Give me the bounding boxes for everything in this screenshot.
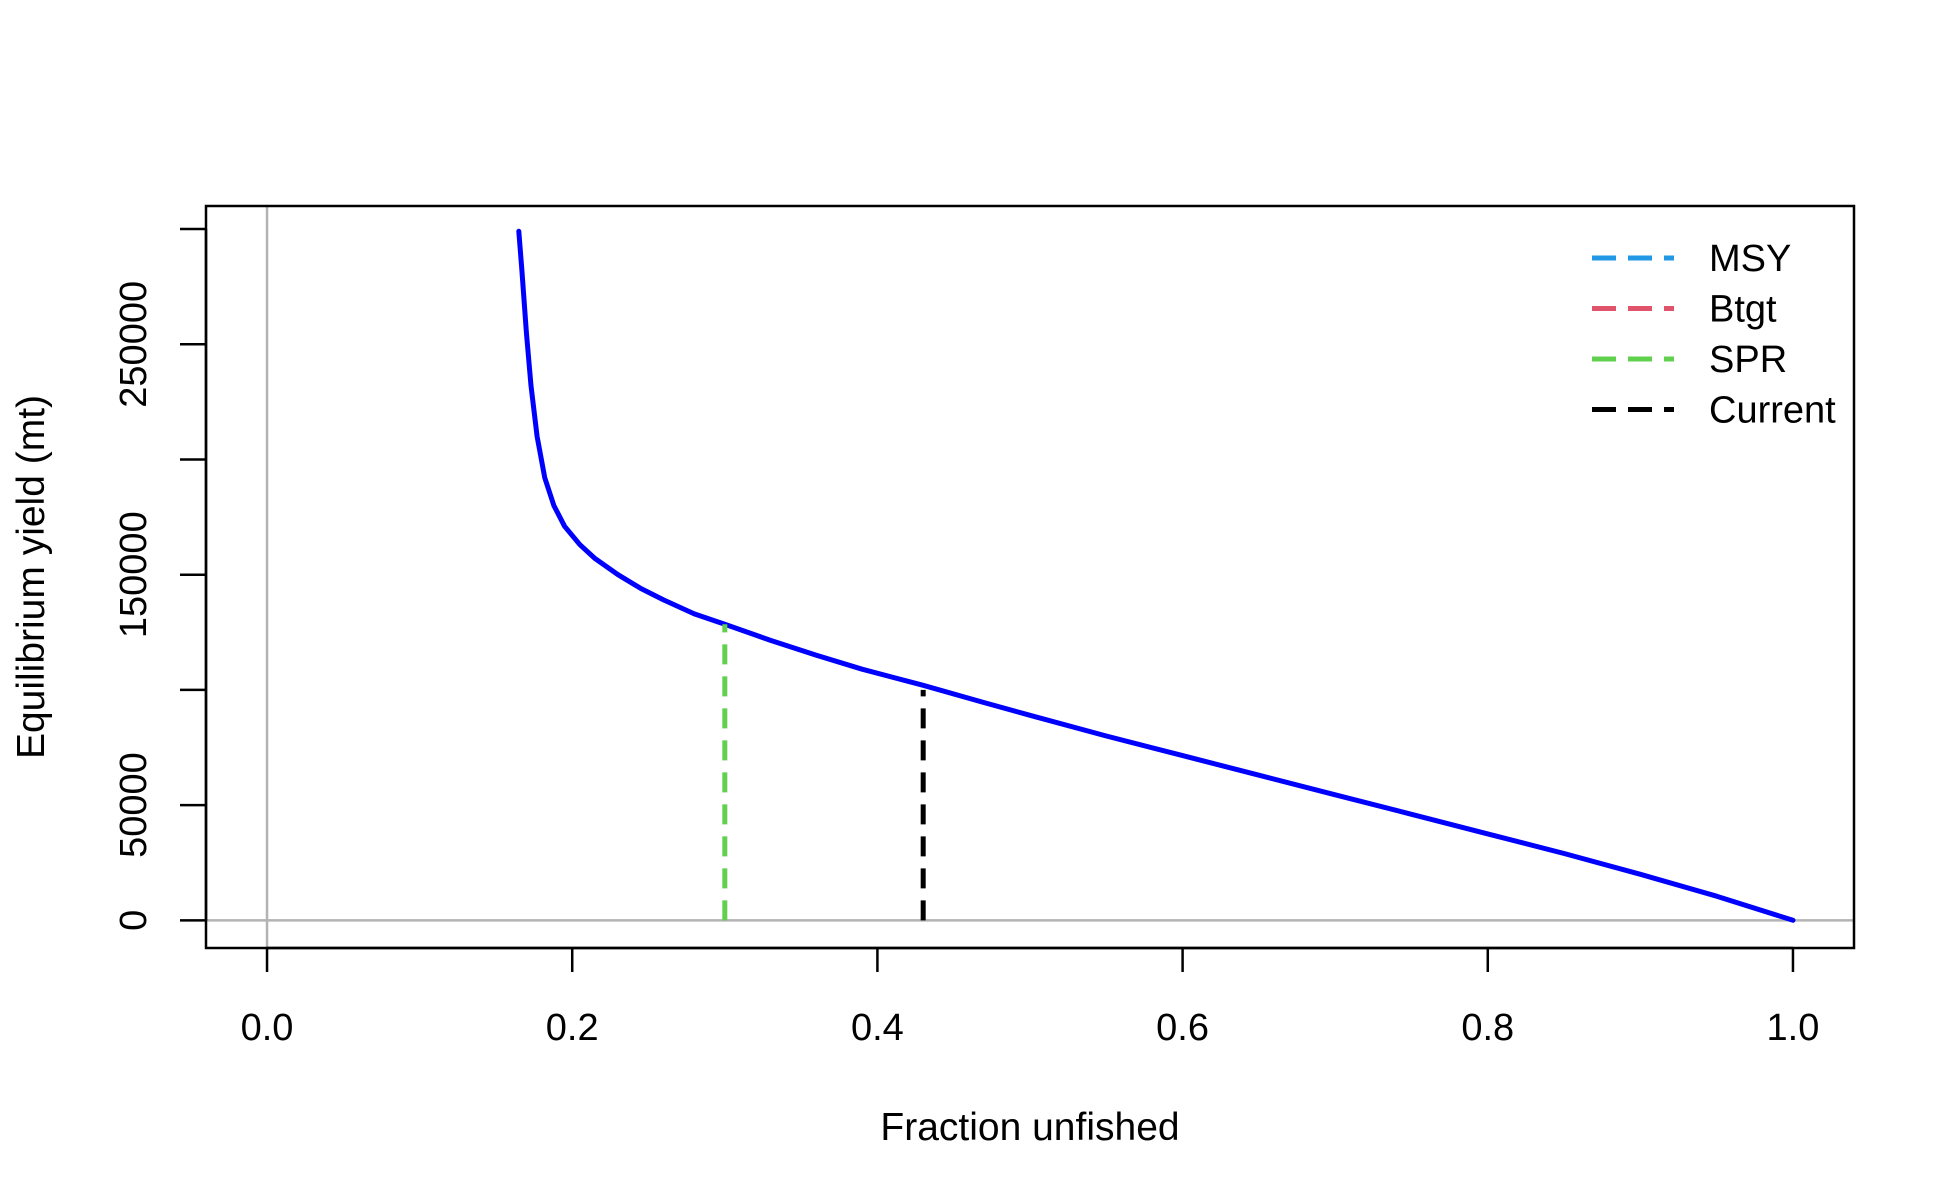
vertical-markers xyxy=(722,624,926,921)
legend-label-msy: MSY xyxy=(1709,238,1791,280)
legend-label-current: Current xyxy=(1709,390,1836,432)
legend-label-btgt: Btgt xyxy=(1709,289,1777,331)
x-tick-label: 1.0 xyxy=(1767,1007,1820,1049)
x-tick-label: 0.8 xyxy=(1461,1007,1514,1049)
legend: MSY Btgt SPR Current xyxy=(1592,238,1836,432)
yield-curve-line xyxy=(516,228,1796,923)
y-tick-label: 250000 xyxy=(113,281,155,408)
y-tick-label: 150000 xyxy=(113,511,155,638)
x-tick-label: 0.6 xyxy=(1156,1007,1209,1049)
y-tick-label: 50000 xyxy=(113,752,155,858)
x-axis: 0.0 0.2 0.4 0.6 0.8 1.0 xyxy=(241,946,1820,1049)
x-tick-label: 0.4 xyxy=(851,1007,904,1049)
x-tick-label: 0.0 xyxy=(241,1007,294,1049)
x-tick-label: 0.2 xyxy=(546,1007,599,1049)
y-axis-title: Equilibrium yield (mt) xyxy=(10,395,53,759)
legend-label-spr: SPR xyxy=(1709,339,1787,381)
y-tick-label: 0 xyxy=(113,910,155,931)
y-axis: 0 50000 150000 250000 xyxy=(113,227,208,931)
x-axis-title: Fraction unfished xyxy=(880,1106,1179,1149)
plot-frame xyxy=(204,204,1856,950)
series-layer xyxy=(516,228,1796,923)
reference-lines xyxy=(206,206,1854,948)
